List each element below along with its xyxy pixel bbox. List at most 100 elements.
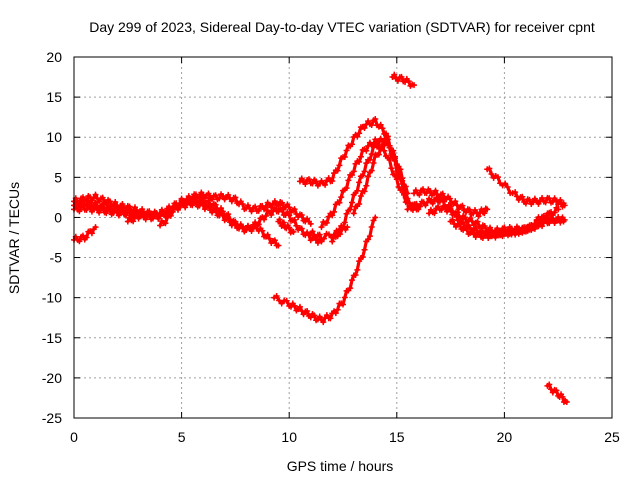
data-point [496, 228, 503, 235]
x-tick-label: 25 [604, 429, 620, 445]
data-point [361, 188, 368, 195]
data-point [320, 235, 327, 242]
data-point [239, 223, 246, 230]
data-point [302, 180, 309, 187]
y-tick-label: -15 [42, 330, 62, 346]
data-point [87, 194, 94, 201]
data-point [341, 153, 348, 160]
data-point [252, 221, 259, 228]
data-point [307, 314, 314, 321]
data-point [413, 200, 420, 207]
data-point [535, 214, 542, 221]
data-point [416, 191, 423, 198]
data-point [279, 199, 286, 206]
y-tick-label: 20 [46, 49, 62, 65]
data-point [103, 210, 110, 217]
data-point [278, 223, 285, 230]
data-point [454, 202, 461, 209]
series-track-21 [544, 381, 570, 405]
data-point [209, 209, 216, 216]
data-point [405, 78, 412, 85]
series-track-20 [533, 214, 568, 226]
data-point [79, 202, 86, 209]
data-point [359, 253, 366, 260]
data-point [235, 225, 242, 232]
data-point [92, 224, 99, 231]
series-track-05 [124, 211, 142, 225]
x-axis-label: GPS time / hours [287, 458, 394, 474]
data-point [124, 218, 131, 225]
data-point [391, 71, 398, 78]
data-point [200, 191, 207, 198]
data-point [304, 307, 311, 314]
data-point [336, 199, 343, 206]
data-point [99, 194, 106, 201]
data-point [370, 160, 377, 167]
data-point [478, 225, 485, 232]
data-point [361, 246, 368, 253]
data-point [438, 206, 445, 213]
data-point [431, 210, 438, 217]
data-point [219, 192, 226, 199]
data-point [469, 218, 476, 225]
data-point [248, 228, 255, 235]
data-point [271, 205, 278, 212]
data-point [409, 207, 416, 214]
data-point [365, 142, 372, 149]
data-point [458, 216, 465, 223]
data-point [429, 200, 436, 207]
data-point [519, 229, 526, 236]
data-point [357, 193, 364, 200]
data-point [350, 210, 357, 217]
data-point [298, 175, 305, 182]
data-point [243, 226, 250, 233]
y-tick-label: -5 [50, 250, 63, 266]
plot-border [73, 56, 613, 419]
data-point [341, 219, 348, 226]
data-point [318, 224, 325, 231]
data-point [377, 145, 384, 152]
data-point [331, 208, 338, 215]
data-point [119, 207, 126, 214]
data-point [551, 209, 558, 216]
data-point [546, 195, 553, 202]
data-point [259, 202, 266, 209]
data-point [273, 292, 280, 299]
data-point [366, 156, 373, 163]
data-point [162, 220, 169, 227]
data-point [546, 381, 553, 388]
data-point [284, 209, 291, 216]
data-point [146, 212, 153, 219]
data-point [542, 214, 549, 221]
data-point [262, 213, 269, 220]
data-point [363, 160, 370, 167]
data-point [475, 213, 482, 220]
data-point [244, 202, 251, 209]
data-point [268, 211, 275, 218]
data-point [290, 228, 297, 235]
data-point [522, 224, 529, 231]
data-point [366, 233, 373, 240]
data-point [115, 212, 122, 219]
chart-title: Day 299 of 2023, Sidereal Day-to-day VTE… [89, 19, 595, 35]
data-point [561, 216, 568, 223]
data-point [454, 209, 461, 216]
data-point [531, 225, 538, 232]
data-point [329, 212, 336, 219]
series-layer [71, 71, 570, 405]
data-point [309, 228, 316, 235]
data-point [232, 220, 239, 227]
data-point [561, 202, 568, 209]
data-point [307, 220, 314, 227]
data-point [271, 237, 278, 244]
data-point [126, 209, 133, 216]
data-point [539, 219, 546, 226]
data-point [419, 186, 426, 193]
data-point [559, 393, 566, 400]
y-tick-label: -25 [42, 410, 62, 426]
data-point [149, 215, 156, 222]
series-track-13 [271, 214, 379, 326]
y-axis-label: SDTVAR / TECUs [6, 182, 22, 294]
data-point [316, 231, 323, 238]
data-point [331, 231, 338, 238]
